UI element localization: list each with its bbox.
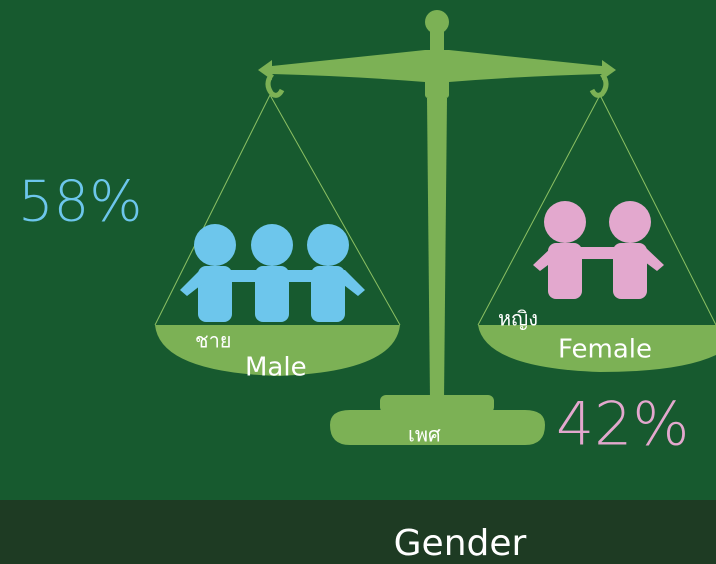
footer-band	[0, 500, 716, 564]
hook	[265, 72, 285, 98]
base-label: เพศ	[408, 423, 441, 447]
collar	[425, 78, 449, 98]
female-percent: 42%	[556, 390, 689, 460]
right-pan	[478, 325, 716, 372]
left-pan	[155, 325, 400, 376]
male-label-th: ชาย	[195, 329, 232, 353]
male-percent: 58%	[18, 169, 142, 234]
female-label-th: หญิง	[498, 307, 538, 331]
male-label-en: Male	[245, 353, 307, 383]
string	[477, 94, 601, 326]
string	[269, 94, 401, 326]
scale	[154, 10, 716, 445]
string	[599, 94, 716, 326]
female-label-en: Female	[558, 335, 652, 365]
male-figures	[180, 224, 365, 322]
beam	[258, 50, 616, 82]
base	[330, 410, 545, 445]
pole	[427, 98, 447, 400]
finial	[425, 10, 449, 34]
female-figures	[533, 201, 664, 299]
footer-title: Gender	[394, 523, 527, 564]
hook	[589, 72, 609, 98]
base-top	[380, 395, 494, 413]
string	[154, 94, 271, 326]
